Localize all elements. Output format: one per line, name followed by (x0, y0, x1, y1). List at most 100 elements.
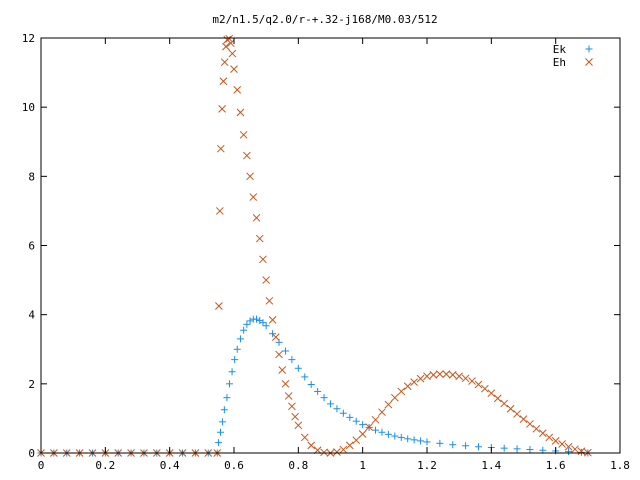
legend-marker-Ek (585, 45, 593, 53)
data-point-Eh (300, 433, 309, 442)
data-point-Eh (255, 234, 264, 243)
data-point-Eh (271, 333, 280, 341)
x-tick-label: 1.2 (417, 459, 437, 472)
data-point-Ek (397, 433, 405, 441)
data-point-Eh (416, 374, 425, 383)
data-point-Ek (577, 448, 585, 456)
y-tick-label: 8 (28, 170, 35, 183)
data-point-Eh (294, 421, 303, 430)
data-point-Eh (233, 86, 242, 94)
data-point-Ek (233, 345, 241, 353)
data-point-Eh (265, 296, 274, 305)
data-point-Ek (240, 326, 248, 334)
data-point-Ek (474, 443, 482, 451)
data-point-Ek (352, 417, 360, 425)
data-point-Eh (474, 380, 483, 389)
data-point-Eh (243, 151, 251, 160)
data-point-Ek (449, 441, 457, 449)
data-point-Ek (417, 437, 425, 445)
x-tick-label: 1.4 (481, 459, 501, 472)
data-point-Eh (403, 382, 412, 391)
data-point-Ek (246, 317, 254, 325)
y-tick-label: 6 (28, 240, 35, 253)
data-point-Eh (252, 213, 261, 222)
legend-label-Eh: Eh (553, 56, 566, 69)
data-point-Eh (571, 445, 579, 454)
data-point-Ek (216, 428, 224, 436)
data-point-Eh (487, 389, 496, 398)
data-point-Ek (333, 405, 341, 413)
legend-label-Ek: Ek (553, 43, 567, 56)
data-point-Ek (565, 448, 573, 456)
data-point-Eh (339, 445, 348, 454)
data-point-Ek (243, 320, 251, 328)
data-point-Eh (236, 108, 245, 117)
chart-title: m2/n1.5/q2.0/r-+.32-j168/M0.03/512 (212, 13, 437, 26)
x-tick-label: 1.6 (546, 459, 566, 472)
data-point-Ek (259, 319, 267, 327)
data-point-Ek (410, 436, 418, 444)
data-point-Ek (372, 426, 380, 434)
data-point-Eh (288, 402, 296, 411)
data-point-Ek (462, 442, 470, 450)
data-point-Eh (215, 302, 223, 310)
data-point-Eh (577, 447, 586, 456)
data-point-Ek (223, 394, 231, 402)
data-point-Eh (513, 410, 521, 418)
data-point-Eh (352, 436, 361, 445)
data-point-Eh (532, 424, 541, 433)
data-point-Ek (500, 444, 508, 452)
data-point-Ek (288, 356, 296, 364)
data-point-Ek (220, 406, 228, 414)
data-marks (37, 34, 592, 457)
data-point-Ek (526, 446, 534, 454)
data-point-Ek (231, 356, 239, 364)
data-point-Eh (455, 372, 464, 381)
data-point-Ek (436, 439, 444, 447)
data-point-Eh (225, 34, 234, 43)
data-point-Eh (423, 372, 431, 381)
x-tick-label: 0.4 (160, 459, 180, 472)
data-point-Ek (301, 373, 309, 381)
data-point-Ek (225, 380, 233, 388)
data-point-Ek (215, 439, 223, 447)
data-point-Ek (307, 381, 315, 389)
y-tick-label: 10 (22, 101, 35, 114)
data-point-Eh (291, 412, 299, 421)
data-point-Eh (278, 366, 287, 374)
data-point-Eh (371, 415, 380, 424)
data-point-Ek (327, 400, 334, 408)
data-point-Eh (358, 430, 367, 438)
data-point-Ek (423, 438, 431, 446)
data-point-Eh (436, 370, 444, 379)
data-point-Eh (519, 415, 528, 423)
data-point-Eh (538, 429, 547, 438)
series-Ek (37, 315, 592, 457)
y-tick-label: 0 (28, 447, 35, 460)
data-point-Eh (246, 172, 254, 181)
data-point-Eh (219, 77, 228, 86)
data-point-Eh (461, 374, 470, 383)
data-point-Eh (558, 440, 566, 448)
data-point-Eh (468, 377, 476, 385)
data-point-Eh (259, 255, 267, 264)
data-point-Eh (333, 448, 341, 456)
data-point-Eh (442, 370, 451, 379)
x-tick-label: 0 (38, 459, 45, 472)
x-tick-label: 0.8 (288, 459, 308, 472)
data-point-Ek (339, 409, 347, 417)
data-point-Ek (359, 421, 367, 429)
data-point-Eh (390, 393, 399, 402)
y-tick-label: 12 (22, 32, 35, 45)
data-point-Ek (253, 315, 261, 323)
data-point-Eh (481, 384, 489, 393)
y-tick-label: 2 (28, 378, 35, 391)
data-point-Ek (378, 428, 386, 436)
data-point-Eh (320, 448, 328, 457)
data-point-Eh (268, 316, 277, 324)
data-point-Eh (564, 442, 573, 451)
data-point-Eh (493, 394, 502, 403)
data-point-Ek (513, 445, 521, 453)
